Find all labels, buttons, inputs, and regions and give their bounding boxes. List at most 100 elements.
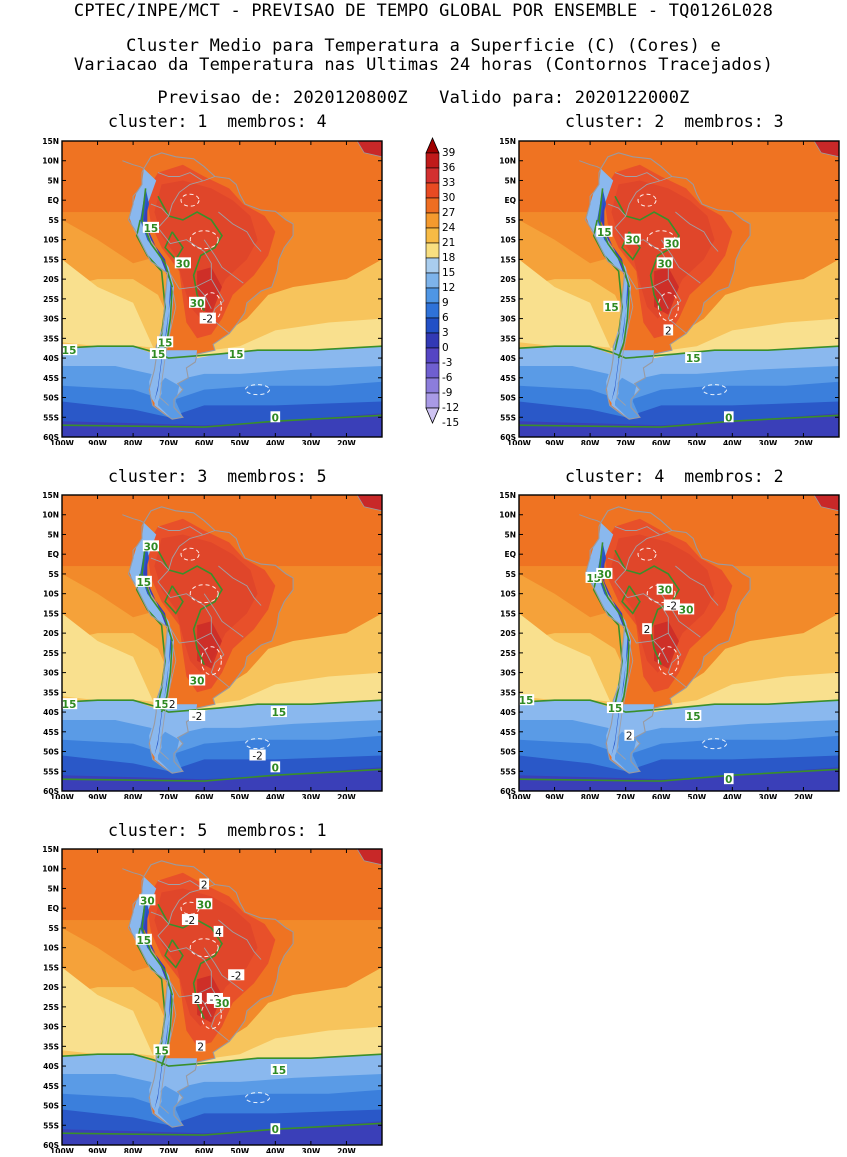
lon-label: 60W xyxy=(652,439,671,445)
svg-text:15: 15 xyxy=(604,302,619,314)
colorbar-label: -15 xyxy=(442,417,459,429)
colorbar-label: 24 xyxy=(442,222,456,234)
lat-label: 10S xyxy=(43,236,59,245)
svg-text:30: 30 xyxy=(215,998,230,1010)
lat-label: 20S xyxy=(500,629,516,638)
contour-label-2-1: 15 xyxy=(596,225,613,239)
lat-label: 20S xyxy=(43,983,59,992)
colorbar-label: -3 xyxy=(442,357,452,369)
lon-label: 60W xyxy=(195,439,214,445)
lon-label: 60W xyxy=(195,1147,214,1153)
contour-label-5-8: 2 xyxy=(192,992,202,1006)
panel-4-title: cluster: 4 membros: 2 xyxy=(565,467,784,486)
colorbar-label: 27 xyxy=(442,207,455,219)
lon-label: 40W xyxy=(266,793,285,799)
colorbar-swatch xyxy=(425,197,440,214)
lon-label: 100W xyxy=(507,793,532,799)
svg-text:2: 2 xyxy=(201,880,208,892)
map-field-2: 15 30 30 30 15 2 15 0 xyxy=(519,141,839,437)
svg-text:15: 15 xyxy=(136,577,151,589)
svg-text:15: 15 xyxy=(62,699,77,711)
lat-label: EQ xyxy=(48,904,60,913)
lon-label: 100W xyxy=(50,439,75,445)
colorbar-swatch xyxy=(425,242,440,259)
lat-label: EQ xyxy=(48,196,60,205)
panel-3-title: cluster: 3 membros: 5 xyxy=(108,467,327,486)
contour-label-4-4: -2 xyxy=(663,599,680,613)
lon-label: 70W xyxy=(159,439,178,445)
lat-label: 10N xyxy=(499,157,516,166)
contour-label-2-3: 30 xyxy=(663,237,680,251)
contour-label-3-10: 0 xyxy=(270,761,281,774)
colorbar-swatch xyxy=(425,302,440,319)
lat-label: 30S xyxy=(500,315,516,324)
map-frame-5 xyxy=(61,848,383,1146)
colorbar-swatch xyxy=(425,317,440,334)
lat-label: 20S xyxy=(43,629,59,638)
colorbar-swatch xyxy=(425,227,440,244)
contour-label-5-14: 0 xyxy=(270,1123,281,1136)
lon-label: 50W xyxy=(230,793,249,799)
lon-label: 50W xyxy=(230,1147,249,1153)
contour-label-1-2: 30 xyxy=(174,257,191,270)
colorbar-label: 39 xyxy=(442,147,455,159)
svg-text:2: 2 xyxy=(197,1041,204,1053)
svg-text:30: 30 xyxy=(144,541,159,553)
lat-label: 35S xyxy=(43,334,59,343)
svg-text:4: 4 xyxy=(215,927,222,939)
svg-text:-2: -2 xyxy=(252,750,262,762)
contour-label-3-4: 15 xyxy=(62,698,78,711)
lat-label: 45S xyxy=(500,728,516,737)
panel-5-title: cluster: 5 membros: 1 xyxy=(108,821,327,840)
contour-label-1-8: 15 xyxy=(228,348,245,361)
lon-label: 80W xyxy=(124,1147,143,1153)
colorbar-label: 0 xyxy=(442,342,449,354)
lon-label: 90W xyxy=(88,439,107,445)
contour-label-3-5: 15 xyxy=(153,698,170,711)
contour-label-5-5: 4 xyxy=(213,925,224,939)
contour-label-5-3: 30 xyxy=(196,898,213,911)
lat-label: 5N xyxy=(505,530,517,539)
colorbar-swatch xyxy=(425,332,440,349)
lon-label: 60W xyxy=(652,793,671,799)
lat-label: 40S xyxy=(43,354,59,363)
map-frame-1 xyxy=(61,140,383,438)
svg-text:-2: -2 xyxy=(231,970,241,982)
lon-label: 80W xyxy=(581,439,600,445)
contour-label-3-6: 2 xyxy=(167,698,178,711)
lon-label: 50W xyxy=(230,439,249,445)
svg-text:2: 2 xyxy=(194,994,201,1006)
lon-label: 100W xyxy=(50,1147,75,1153)
panel-2-title: cluster: 2 membros: 3 xyxy=(565,112,784,131)
lat-label: 10S xyxy=(500,590,516,599)
panel-1-title: cluster: 1 membros: 4 xyxy=(108,112,327,131)
colorbar-top-arrow xyxy=(425,136,440,154)
lat-label: 5N xyxy=(48,530,60,539)
contour-label-2-2: 30 xyxy=(624,233,641,247)
svg-text:15: 15 xyxy=(154,699,169,711)
colorbar-swatch xyxy=(425,392,440,409)
lon-label: 30W xyxy=(759,793,778,799)
contour-label-4-11: 0 xyxy=(723,773,734,786)
svg-text:15: 15 xyxy=(151,349,166,361)
contour-label-4-8: 15 xyxy=(606,702,624,715)
lat-label: 60S xyxy=(43,1141,59,1150)
colorbar-label: 9 xyxy=(442,297,449,309)
svg-text:2: 2 xyxy=(626,731,633,743)
contour-label-5-11: 2 xyxy=(195,1040,206,1053)
lon-label: 90W xyxy=(88,1147,107,1153)
lat-label: 25S xyxy=(500,649,516,658)
svg-text:30: 30 xyxy=(657,585,672,597)
contour-label-3-9: -2 xyxy=(249,749,266,762)
contour-label-3-1: 30 xyxy=(142,540,159,553)
lat-label: 5N xyxy=(48,176,60,185)
svg-text:0: 0 xyxy=(272,1124,279,1136)
lat-label: 5N xyxy=(505,176,517,185)
lon-label: 70W xyxy=(159,793,178,799)
svg-text:0: 0 xyxy=(272,412,279,424)
